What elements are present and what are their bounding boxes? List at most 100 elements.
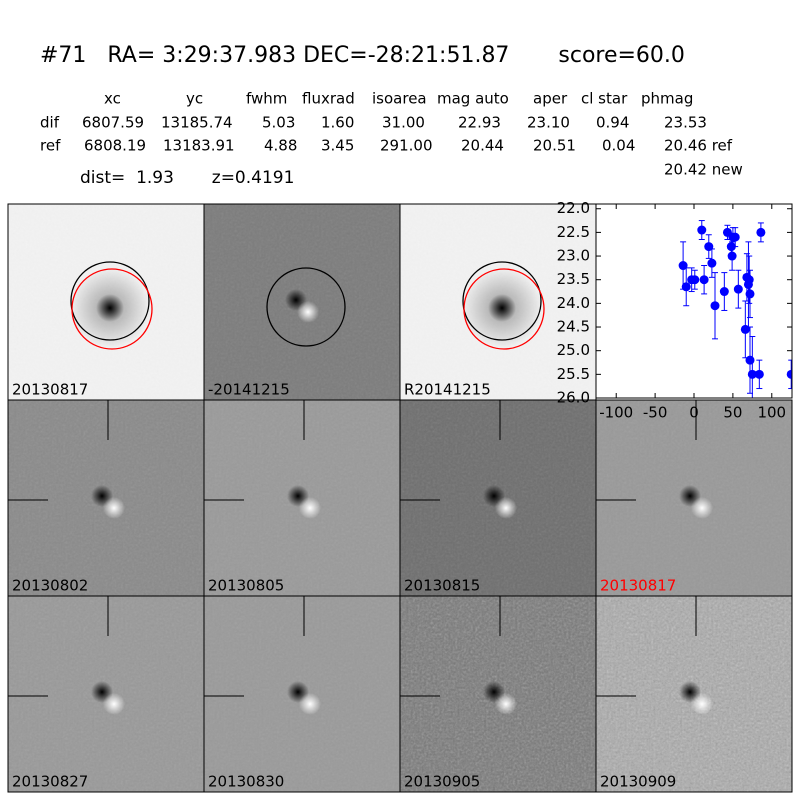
distance: dist= 1.93 z=0.4191 xyxy=(80,168,294,188)
data-point xyxy=(744,275,754,285)
x-tick-label: -100 xyxy=(599,404,633,422)
table-cell: ref xyxy=(40,137,61,155)
data-point xyxy=(681,282,691,292)
image-panel: -20141215 xyxy=(203,203,401,401)
dipole-bright xyxy=(495,497,517,519)
dipole-bright xyxy=(691,497,713,519)
table-cell: 31.00 xyxy=(382,114,425,132)
panel-label: -20141215 xyxy=(208,381,290,399)
table-cell: 6807.59 xyxy=(82,114,144,132)
y-tick-label: 24.5 xyxy=(557,318,590,336)
table-cell: 23.53 xyxy=(664,114,707,132)
data-point xyxy=(690,275,700,285)
data-point xyxy=(786,369,792,379)
dipole-bright xyxy=(495,693,517,715)
image-panel: 20130830 xyxy=(203,595,401,793)
aperture-circle xyxy=(70,261,150,341)
image-panel: R20141215 xyxy=(399,203,597,401)
y-tick-label: 25.5 xyxy=(557,365,590,383)
data-point xyxy=(745,289,755,299)
table-cell: 20.51 xyxy=(533,137,576,155)
plot-area xyxy=(678,220,792,398)
table-cell: 291.00 xyxy=(380,137,433,155)
plot-frame xyxy=(595,203,793,399)
dipole-bright xyxy=(103,693,125,715)
data-point xyxy=(719,287,729,297)
table-cell: 1.60 xyxy=(321,114,354,132)
image-panel: 20130805 xyxy=(203,399,401,597)
data-point xyxy=(707,258,717,268)
dipole-bright xyxy=(299,497,321,519)
aperture-circle-ref xyxy=(71,268,153,350)
panel-label: 20130827 xyxy=(12,773,88,791)
x-tick-label: 50 xyxy=(723,404,742,422)
y-tick-label: 22.5 xyxy=(557,223,590,241)
column-header: isoarea xyxy=(372,90,427,108)
aperture-circle xyxy=(266,267,346,347)
aperture-circle xyxy=(462,261,542,341)
table-cell: 4.88 xyxy=(264,137,297,155)
dipole-bright xyxy=(299,693,321,715)
title: #71 RA= 3:29:37.983 DEC=-28:21:51.87 sco… xyxy=(40,43,685,68)
data-point xyxy=(727,251,737,261)
data-point xyxy=(756,227,766,237)
x-tick-label: 0 xyxy=(689,404,699,422)
table-cell: 23.10 xyxy=(527,114,570,132)
image-panel: 20130817 xyxy=(595,399,793,597)
table-cell: 13185.74 xyxy=(161,114,233,132)
panel-label: 20130802 xyxy=(12,577,88,595)
x-tick-label: 100 xyxy=(757,404,786,422)
data-point xyxy=(699,275,709,285)
image-panel: 20130827 xyxy=(7,595,205,793)
image-panel: 20130802 xyxy=(7,399,205,597)
y-tick-label: 26.0 xyxy=(557,389,590,407)
data-point xyxy=(747,369,757,379)
table-cell: dif xyxy=(40,114,60,132)
star xyxy=(96,294,124,322)
y-tick-label: 23.0 xyxy=(557,247,590,265)
table-cell: 20.44 xyxy=(461,137,504,155)
column-header: fwhm xyxy=(246,90,287,108)
column-header: mag auto xyxy=(437,90,509,108)
panel-label: 20130817 xyxy=(600,577,676,595)
aperture-circle-ref xyxy=(463,268,545,350)
panel-label: 20130909 xyxy=(600,773,676,791)
y-tick-label: 23.5 xyxy=(557,270,590,288)
image-panel: 20130905 xyxy=(399,595,597,793)
table-cell: 3.45 xyxy=(321,137,354,155)
image-panel: 20130815 xyxy=(399,399,597,597)
table-cell: 0.04 xyxy=(602,137,635,155)
panel-label: 20130815 xyxy=(404,577,480,595)
panel-label: 20130830 xyxy=(208,773,284,791)
table-cell: 13183.91 xyxy=(163,137,235,155)
dipole-bright xyxy=(103,497,125,519)
table-cell: 0.94 xyxy=(596,114,629,132)
data-point xyxy=(710,301,720,311)
column-header: phmag xyxy=(641,90,693,108)
table-cell: 22.93 xyxy=(458,114,501,132)
star xyxy=(488,294,516,322)
y-tick-label: 22.0 xyxy=(557,199,590,217)
column-header: aper xyxy=(533,90,568,108)
column-header: xc xyxy=(104,90,121,108)
data-point xyxy=(733,284,743,294)
table-cell: 6808.19 xyxy=(84,137,146,155)
dipole-bright xyxy=(691,693,713,715)
panel-border xyxy=(595,595,793,793)
image-panel: 20130909 xyxy=(595,595,793,793)
table-cell: 20.46 ref xyxy=(664,137,733,155)
panel-label: R20141215 xyxy=(404,381,491,399)
panel-label: 20130805 xyxy=(208,577,284,595)
y-tick-label: 24.0 xyxy=(557,294,590,312)
data-point xyxy=(730,232,740,242)
data-point xyxy=(754,369,764,379)
phmag-new: 20.42 new xyxy=(664,161,743,179)
image-panel: 20130817 xyxy=(7,203,205,401)
data-point xyxy=(697,225,707,235)
panel-label: 20130905 xyxy=(404,773,480,791)
panel-label: 20130817 xyxy=(12,381,88,399)
x-tick-label: -50 xyxy=(643,404,668,422)
data-point xyxy=(745,355,755,365)
y-tick-label: 25.0 xyxy=(557,341,590,359)
